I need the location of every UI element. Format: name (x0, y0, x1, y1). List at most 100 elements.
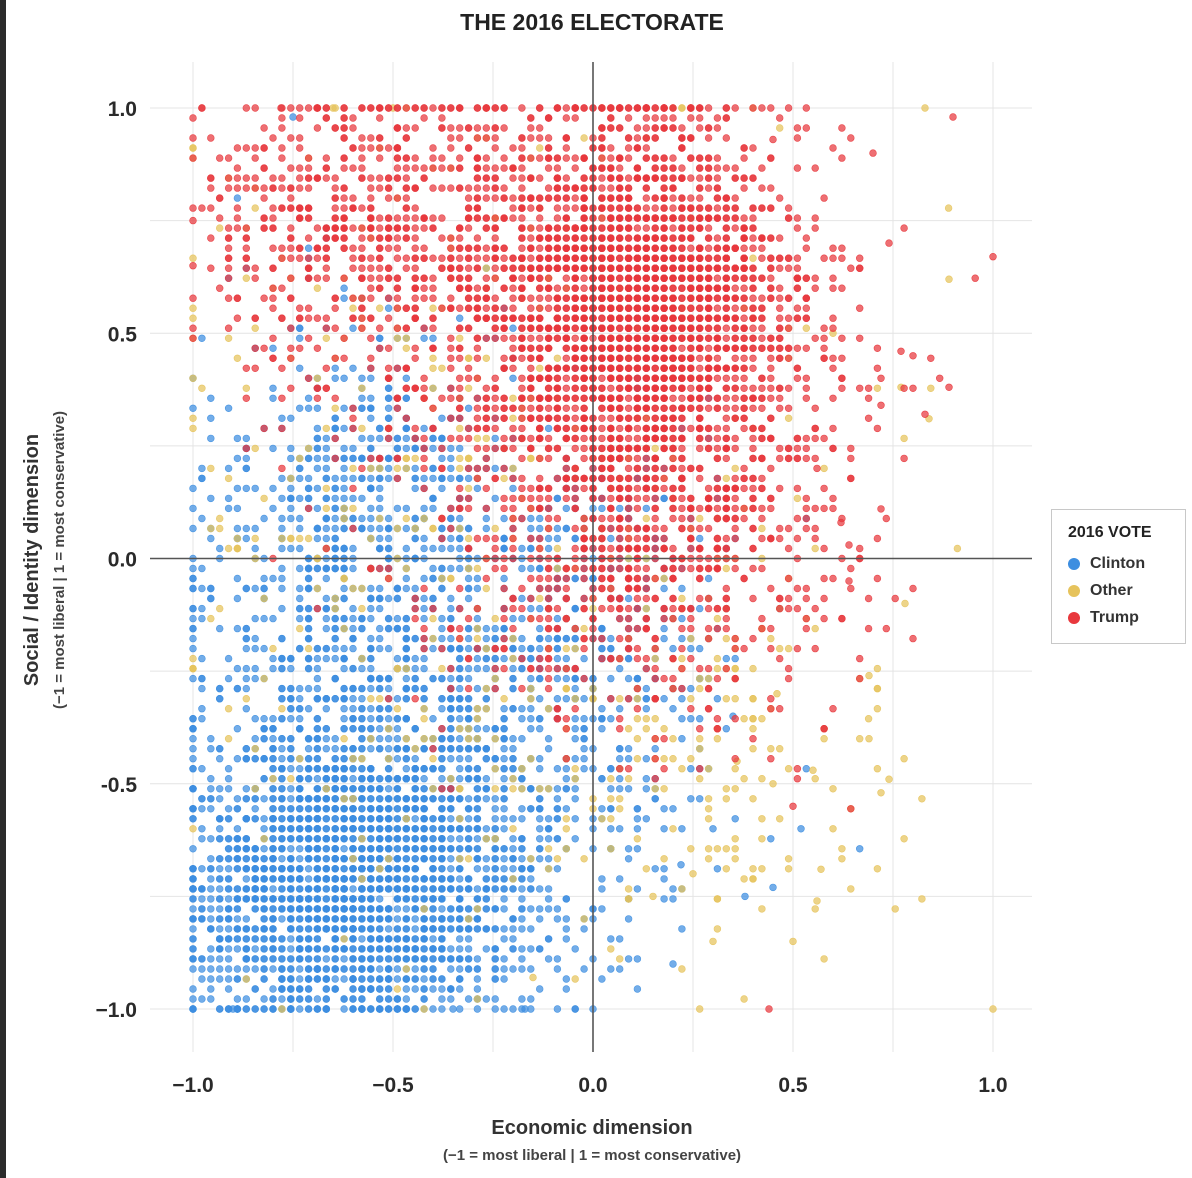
point-clinton (384, 985, 393, 993)
point-clinton (207, 905, 215, 913)
point-clinton (544, 734, 553, 743)
point-clinton (304, 935, 313, 943)
point-clinton (402, 444, 410, 453)
point-clinton (491, 905, 499, 913)
point-other (456, 524, 464, 533)
point-clinton (393, 815, 402, 823)
point-clinton (207, 534, 215, 543)
point-clinton (384, 734, 393, 743)
point-clinton (527, 714, 535, 723)
point-clinton (473, 744, 482, 753)
point-clinton (642, 694, 650, 703)
point-clinton (207, 945, 215, 953)
point-clinton (242, 965, 251, 973)
point-other (464, 855, 473, 863)
point-clinton (313, 865, 322, 873)
point-clinton (358, 965, 366, 973)
point-clinton (402, 985, 410, 993)
point-clinton (358, 474, 366, 483)
point-clinton (278, 835, 286, 843)
point-clinton (358, 785, 366, 793)
point-other (349, 304, 357, 312)
point-clinton (349, 494, 357, 503)
point-clinton (464, 905, 473, 913)
point-clinton (678, 825, 686, 833)
point-clinton (797, 825, 805, 833)
point-clinton (447, 444, 455, 453)
point-other (571, 975, 579, 983)
point-clinton (447, 795, 455, 803)
point-clinton (393, 594, 402, 603)
point-clinton (438, 945, 446, 953)
point-other (775, 815, 784, 823)
point-other (713, 925, 722, 933)
point-clinton (411, 464, 419, 473)
point-clinton (509, 644, 517, 653)
point-clinton (260, 995, 268, 1003)
point-clinton (482, 744, 490, 753)
point-other (580, 624, 588, 633)
point-clinton (313, 694, 322, 703)
point-clinton (304, 684, 313, 693)
point-clinton (571, 724, 579, 733)
point-clinton (287, 985, 295, 993)
point-clinton (367, 664, 375, 673)
point-clinton (384, 764, 393, 773)
point-clinton (607, 644, 615, 653)
point-clinton (429, 544, 437, 553)
point-clinton (562, 785, 570, 793)
point-clinton (322, 945, 330, 953)
point-other (340, 504, 348, 513)
point-clinton (313, 785, 322, 793)
point-clinton (393, 734, 402, 743)
point-clinton (340, 885, 348, 893)
point-clinton (518, 714, 526, 723)
point-clinton (687, 764, 695, 773)
point-clinton (340, 654, 348, 663)
point-clinton (322, 865, 330, 873)
point-clinton (367, 795, 375, 803)
point-clinton (269, 344, 277, 352)
point-clinton (553, 614, 562, 623)
point-other (402, 464, 410, 473)
point-clinton (393, 915, 402, 923)
point-clinton (464, 885, 473, 893)
point-clinton (447, 634, 455, 643)
point-clinton (189, 584, 197, 593)
point-clinton (384, 594, 393, 603)
point-clinton (571, 815, 579, 823)
point-clinton (402, 544, 410, 553)
point-other (429, 634, 437, 643)
point-clinton (233, 664, 242, 673)
point-other (473, 905, 482, 913)
point-clinton (562, 935, 570, 943)
point-clinton (580, 925, 588, 933)
point-clinton (260, 865, 268, 873)
point-clinton (731, 815, 739, 823)
point-clinton (509, 945, 517, 953)
point-clinton (322, 744, 330, 753)
point-clinton (242, 584, 251, 593)
point-clinton (242, 945, 251, 953)
point-clinton (500, 855, 508, 863)
point-clinton (349, 644, 357, 653)
point-clinton (580, 744, 588, 753)
point-clinton (509, 915, 517, 923)
point-clinton (384, 915, 393, 923)
point-clinton (473, 885, 482, 893)
point-clinton (402, 654, 410, 663)
point-clinton (402, 614, 410, 623)
point-clinton (322, 454, 330, 463)
point-clinton (438, 434, 446, 443)
point-clinton (438, 975, 446, 983)
point-clinton (322, 654, 330, 663)
point-clinton (482, 624, 490, 633)
point-clinton (420, 614, 428, 623)
point-clinton (313, 835, 322, 843)
point-other (642, 865, 650, 873)
point-clinton (233, 504, 242, 513)
point-clinton (482, 825, 490, 833)
point-clinton (216, 694, 224, 703)
point-clinton (322, 774, 330, 783)
point-clinton (322, 905, 330, 913)
